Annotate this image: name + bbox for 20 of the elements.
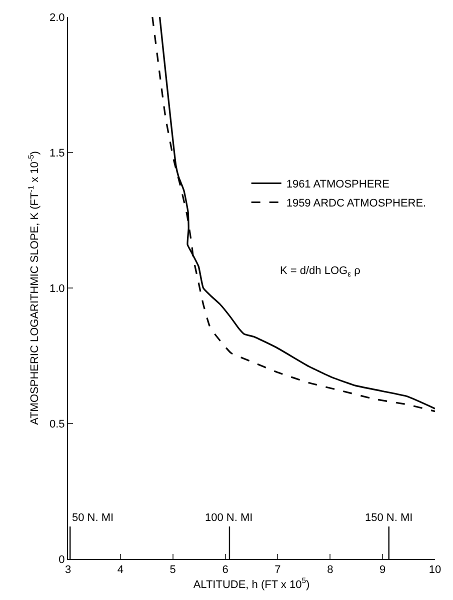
ref-line-label: 150 N. MI [365,512,413,524]
x-tick-label: 8 [327,564,334,576]
y-tick-label: 1.0 [50,282,65,295]
x-axis-title: ALTITUDE, h (FT x 10$^{5}$) [193,576,310,591]
legend-label: 1959 ARDC ATMOSPHERE. [286,198,426,210]
x-tick-label: 10 [428,564,442,576]
x-tick-label: 4 [117,564,124,576]
x-tick-label: 9 [380,564,386,576]
legend-label: 1961 ATMOSPHERE [286,178,390,191]
ref-line-label: 50 N. MI [72,512,114,524]
y-tick-label: 1.5 [50,147,65,160]
x-tick-label: 7 [274,564,281,576]
ref-line-label: 100 N. MI [205,512,253,524]
y-tick-label: 2.0 [50,12,65,24]
annotation: K = d/dh LOG$_{ε}$ ρ [280,265,360,278]
y-tick-label: 0.5 [50,418,65,430]
x-tick-label: 5 [170,564,176,576]
y-tick-label: 0 [58,554,65,566]
x-tick-label: 3 [64,564,72,576]
x-tick-label: 6 [222,564,228,576]
